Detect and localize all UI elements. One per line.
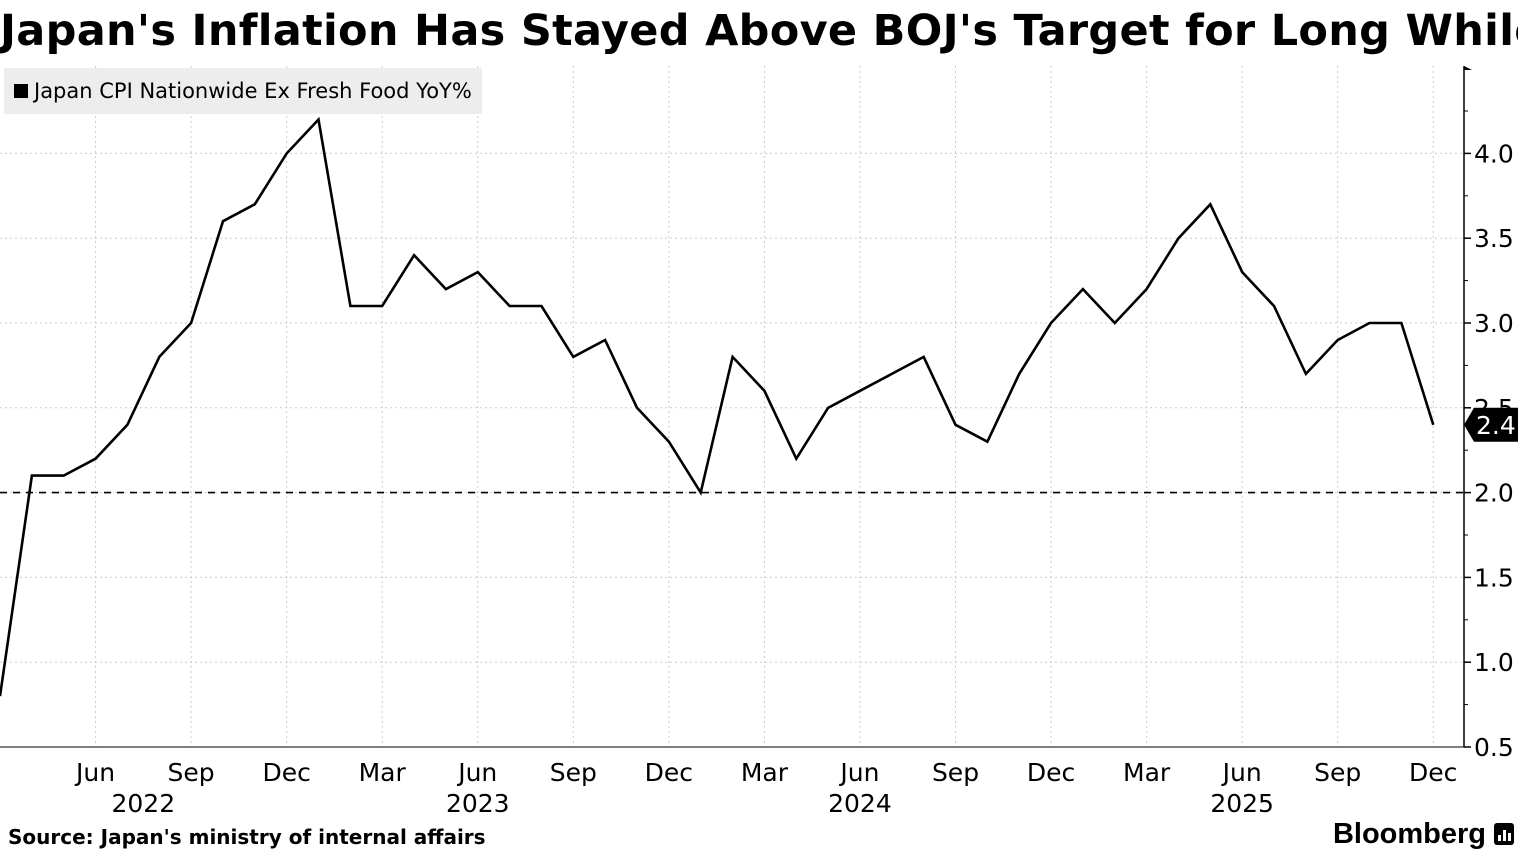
x-tick-label: Dec: [262, 758, 310, 787]
label-layer: 0.51.01.52.02.53.03.54.0JunSepDecMarJunS…: [74, 139, 1518, 818]
x-tick-label: Dec: [1409, 758, 1457, 787]
legend: Japan CPI Nationwide Ex Fresh Food YoY%: [4, 68, 482, 114]
bloomberg-chart-icon: [1494, 823, 1514, 845]
last-value-label: 2.4: [1476, 411, 1516, 440]
y-tick-label: 3.0: [1474, 309, 1514, 338]
x-year-label: 2023: [446, 789, 510, 818]
series-layer: [0, 116, 1464, 697]
grid-layer: [0, 66, 1464, 748]
y-tick-label: 1.0: [1474, 648, 1514, 677]
x-year-label: 2024: [828, 789, 892, 818]
brand-name: Bloomberg: [1332, 818, 1486, 850]
y-tick-label: 2.0: [1474, 479, 1514, 508]
y-axis-arrow: [1464, 66, 1472, 70]
x-tick-label: Mar: [741, 758, 789, 787]
x-tick-label: Mar: [359, 758, 407, 787]
x-tick-label: Mar: [1123, 758, 1171, 787]
x-tick-label: Dec: [645, 758, 693, 787]
x-tick-label: Dec: [1027, 758, 1075, 787]
x-tick-label: Jun: [456, 758, 497, 787]
x-tick-label: Jun: [74, 758, 115, 787]
y-tick-label: 0.5: [1474, 733, 1514, 762]
chart-title: Japan's Inflation Has Stayed Above BOJ's…: [0, 6, 1518, 56]
x-tick-label: Jun: [1221, 758, 1262, 787]
x-year-label: 2022: [112, 789, 176, 818]
y-tick-label: 1.5: [1474, 563, 1514, 592]
x-tick-label: Jun: [838, 758, 879, 787]
x-year-label: 2025: [1210, 789, 1274, 818]
brand-logo: Bloomberg: [1333, 816, 1514, 852]
y-tick-label: 3.5: [1474, 224, 1514, 253]
legend-label: Japan CPI Nationwide Ex Fresh Food YoY%: [34, 79, 472, 103]
x-tick-label: Sep: [168, 758, 215, 787]
last-value-callout: [1464, 407, 1518, 442]
x-tick-label: Sep: [1314, 758, 1361, 787]
axis-layer: [0, 66, 1472, 748]
x-tick-label: Sep: [932, 758, 979, 787]
x-tick-label: Sep: [550, 758, 597, 787]
cpi-series-line: [0, 116, 1435, 697]
y-tick-label: 4.0: [1474, 139, 1514, 168]
legend-swatch: [14, 84, 28, 98]
source-note: Source: Japan's ministry of internal aff…: [8, 825, 486, 849]
